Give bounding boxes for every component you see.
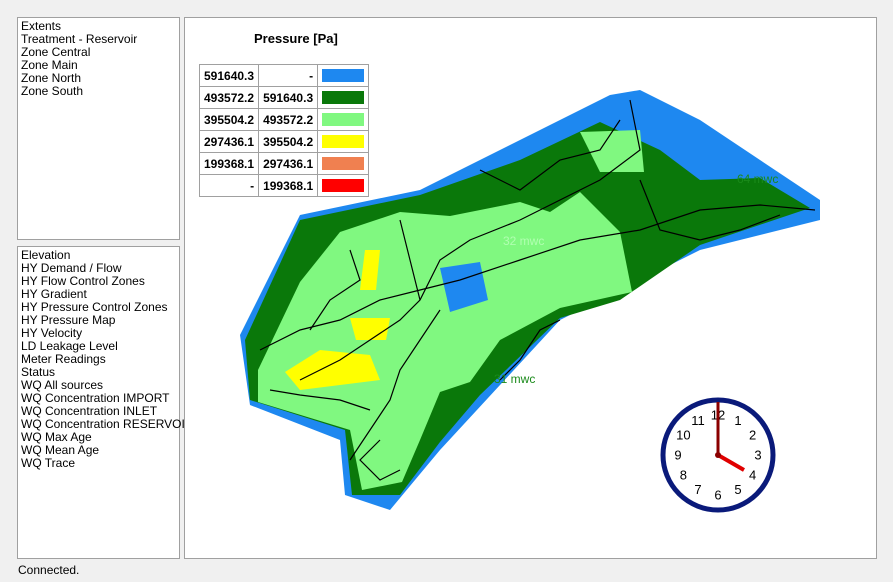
legend-swatch [322, 91, 365, 104]
legend-row: 591640.3- [198, 64, 370, 87]
legend-to: 297436.1 [258, 152, 319, 175]
legend-row: -199368.1 [198, 174, 370, 197]
list-item[interactable]: HY Pressure Map [21, 313, 116, 327]
legend-to: 395504.2 [258, 130, 319, 153]
list-item[interactable]: HY Gradient [21, 287, 87, 301]
zone-yellow [360, 250, 380, 290]
list-item[interactable]: WQ Concentration RESERVOIR [21, 417, 194, 431]
list-item[interactable]: Zone Main [21, 58, 78, 72]
list-item[interactable]: WQ Concentration INLET [21, 404, 158, 418]
legend-swatch [322, 113, 365, 126]
legend-swatch-cell [317, 86, 370, 109]
layers-list: Elevation HY Demand / Flow HY Flow Control… [17, 246, 194, 559]
legend-swatch [322, 179, 365, 192]
legend-from: 493572.2 [198, 86, 260, 109]
legend-swatch-cell [317, 64, 370, 87]
legend-to: 199368.1 [258, 174, 319, 197]
zone-lightgreen [580, 130, 644, 172]
legend-swatch-cell [317, 174, 370, 197]
legend-from: 199368.1 [198, 152, 260, 175]
list-item[interactable]: Treatment - Reservoir [21, 32, 138, 46]
legend-row: 493572.2 591640.3 [198, 86, 370, 109]
list-item[interactable]: Elevation [21, 248, 71, 262]
map [240, 90, 820, 510]
list-item[interactable]: Status [21, 365, 56, 379]
extents-list: Extents Treatment - Reservoir Zone Central… [17, 17, 180, 240]
legend-table: 591640.3-493572.2 591640.3 395504.2 493572.… [198, 64, 370, 197]
list-item[interactable]: WQ Max Age [21, 430, 92, 444]
list-item[interactable]: Zone Central [21, 45, 91, 59]
legend-swatch [322, 69, 365, 82]
legend-swatch-cell [317, 130, 370, 153]
pipes [259, 99, 816, 481]
list-item[interactable]: WQ Concentration IMPORT [21, 391, 170, 405]
zone-yellow [285, 350, 380, 390]
status-bar: Connected. [18, 563, 80, 577]
list-item[interactable]: WQ Mean Age [21, 443, 100, 457]
legend-from: 395504.2 [198, 108, 260, 131]
legend-to: - [258, 64, 319, 87]
legend-from: 591640.3 [198, 64, 260, 87]
list-item[interactable]: HY Flow Control Zones [21, 274, 145, 288]
list-item[interactable]: WQ All sources [21, 378, 104, 392]
legend-from: - [198, 174, 260, 197]
legend-swatch [322, 157, 365, 170]
legend-row: 199368.1 297436.1 [198, 152, 370, 175]
list-item[interactable]: Meter Readings [21, 352, 106, 366]
legend-from: 297436.1 [198, 130, 260, 153]
legend-swatch [322, 135, 365, 148]
legend-to: 591640.3 [258, 86, 319, 109]
list-item[interactable]: Zone South [21, 84, 84, 98]
legend-row: 297436.1 395504.2 [198, 130, 370, 153]
list-item[interactable]: HY Demand / Flow [21, 261, 122, 275]
list-item[interactable]: HY Velocity [21, 326, 83, 340]
legend-to: 493572.2 [258, 108, 319, 131]
legend-row: 395504.2 493572.2 [198, 108, 370, 131]
list-item[interactable]: HY Pressure Control Zones [21, 300, 168, 314]
zone-yellow [350, 318, 390, 340]
legend-swatch-cell [317, 108, 370, 131]
list-item[interactable]: WQ Trace [21, 456, 76, 470]
legend-title: Pressure [Pa] [254, 31, 338, 46]
list-item[interactable]: LD Leakage Level [21, 339, 118, 353]
zone-lightgreen [258, 192, 632, 490]
list-item[interactable]: Extents [21, 19, 62, 33]
legend-swatch-cell [317, 152, 370, 175]
list-item[interactable]: Zone North [21, 71, 82, 85]
